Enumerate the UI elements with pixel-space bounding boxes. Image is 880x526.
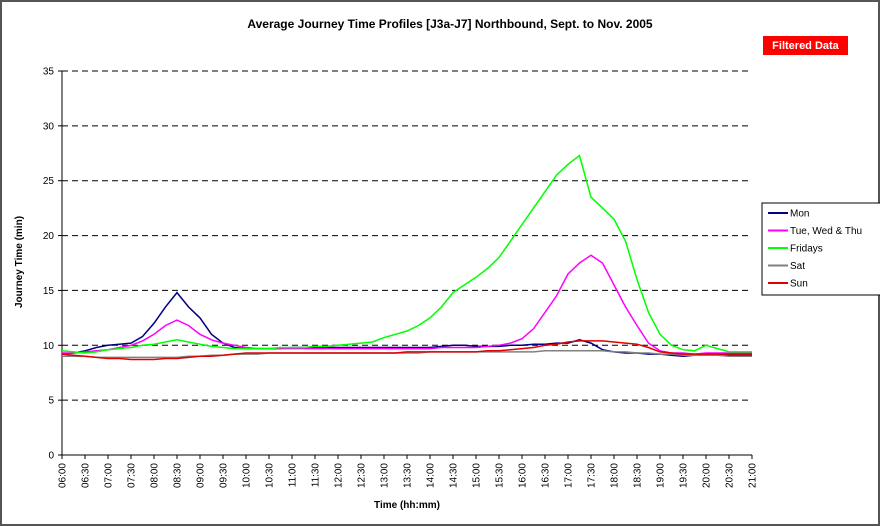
x-tick-label: 12:30 — [357, 463, 368, 488]
x-tick-label: 08:30 — [173, 463, 184, 488]
x-tick-label: 10:30 — [265, 463, 276, 488]
y-tick-label: 10 — [43, 341, 55, 352]
y-tick-label: 20 — [43, 231, 55, 242]
y-tick-label: 25 — [43, 176, 55, 187]
x-axis-title: Time (hh:mm) — [374, 500, 440, 511]
x-tick-label: 09:00 — [196, 463, 207, 488]
x-tick-label: 06:30 — [81, 463, 92, 488]
x-tick-label: 19:00 — [656, 463, 667, 488]
y-tick-label: 0 — [48, 451, 54, 462]
x-tick-label: 17:00 — [564, 463, 575, 488]
x-tick-label: 14:30 — [449, 463, 460, 488]
x-tick-label: 14:00 — [426, 463, 437, 488]
x-tick-label: 07:00 — [104, 463, 115, 488]
x-tick-label: 18:30 — [633, 463, 644, 488]
x-tick-label: 19:30 — [679, 463, 690, 488]
x-tick-label: 12:00 — [334, 463, 345, 488]
y-tick-label: 30 — [43, 121, 55, 132]
legend-label: Tue, Wed & Thu — [790, 226, 862, 237]
chart-title: Average Journey Time Profiles [J3a-J7] N… — [247, 17, 653, 31]
series-line — [61, 340, 752, 361]
x-tick-label: 13:00 — [380, 463, 391, 488]
y-tick-label: 35 — [43, 67, 55, 78]
legend-label: Fridays — [790, 244, 823, 255]
x-tick-label: 11:30 — [311, 463, 322, 488]
series-line — [62, 254, 752, 355]
x-tick-label: 21:00 — [748, 463, 759, 488]
y-axis-title: Journey Time (min) — [14, 216, 25, 308]
legend-label: Mon — [790, 209, 809, 220]
series-line — [62, 350, 752, 359]
x-tick-label: 07:30 — [127, 463, 138, 488]
x-tick-label: 20:00 — [702, 463, 713, 488]
annotation-box — [763, 36, 848, 55]
x-tick-label: 20:30 — [725, 463, 736, 488]
x-tick-label: 06:00 — [58, 463, 69, 488]
series-line — [61, 154, 752, 354]
annotation: Filtered Data — [772, 40, 840, 52]
x-tick-label: 11:00 — [288, 463, 299, 488]
x-tick-label: 15:30 — [495, 463, 506, 488]
y-tick-label: 15 — [43, 286, 55, 297]
x-tick-label: 09:30 — [219, 463, 230, 488]
legend-label: Sat — [790, 261, 805, 272]
x-tick-label: 08:00 — [150, 463, 161, 488]
x-tick-label: 15:00 — [472, 463, 483, 488]
x-tick-label: 16:30 — [541, 463, 552, 488]
x-tick-label: 17:30 — [587, 463, 598, 488]
x-tick-label: 16:00 — [518, 463, 529, 488]
x-tick-label: 18:00 — [610, 463, 621, 488]
x-tick-label: 13:30 — [403, 463, 414, 488]
y-tick-label: 5 — [48, 396, 54, 407]
x-tick-label: 10:00 — [242, 463, 253, 488]
legend-label: Sun — [790, 279, 808, 290]
